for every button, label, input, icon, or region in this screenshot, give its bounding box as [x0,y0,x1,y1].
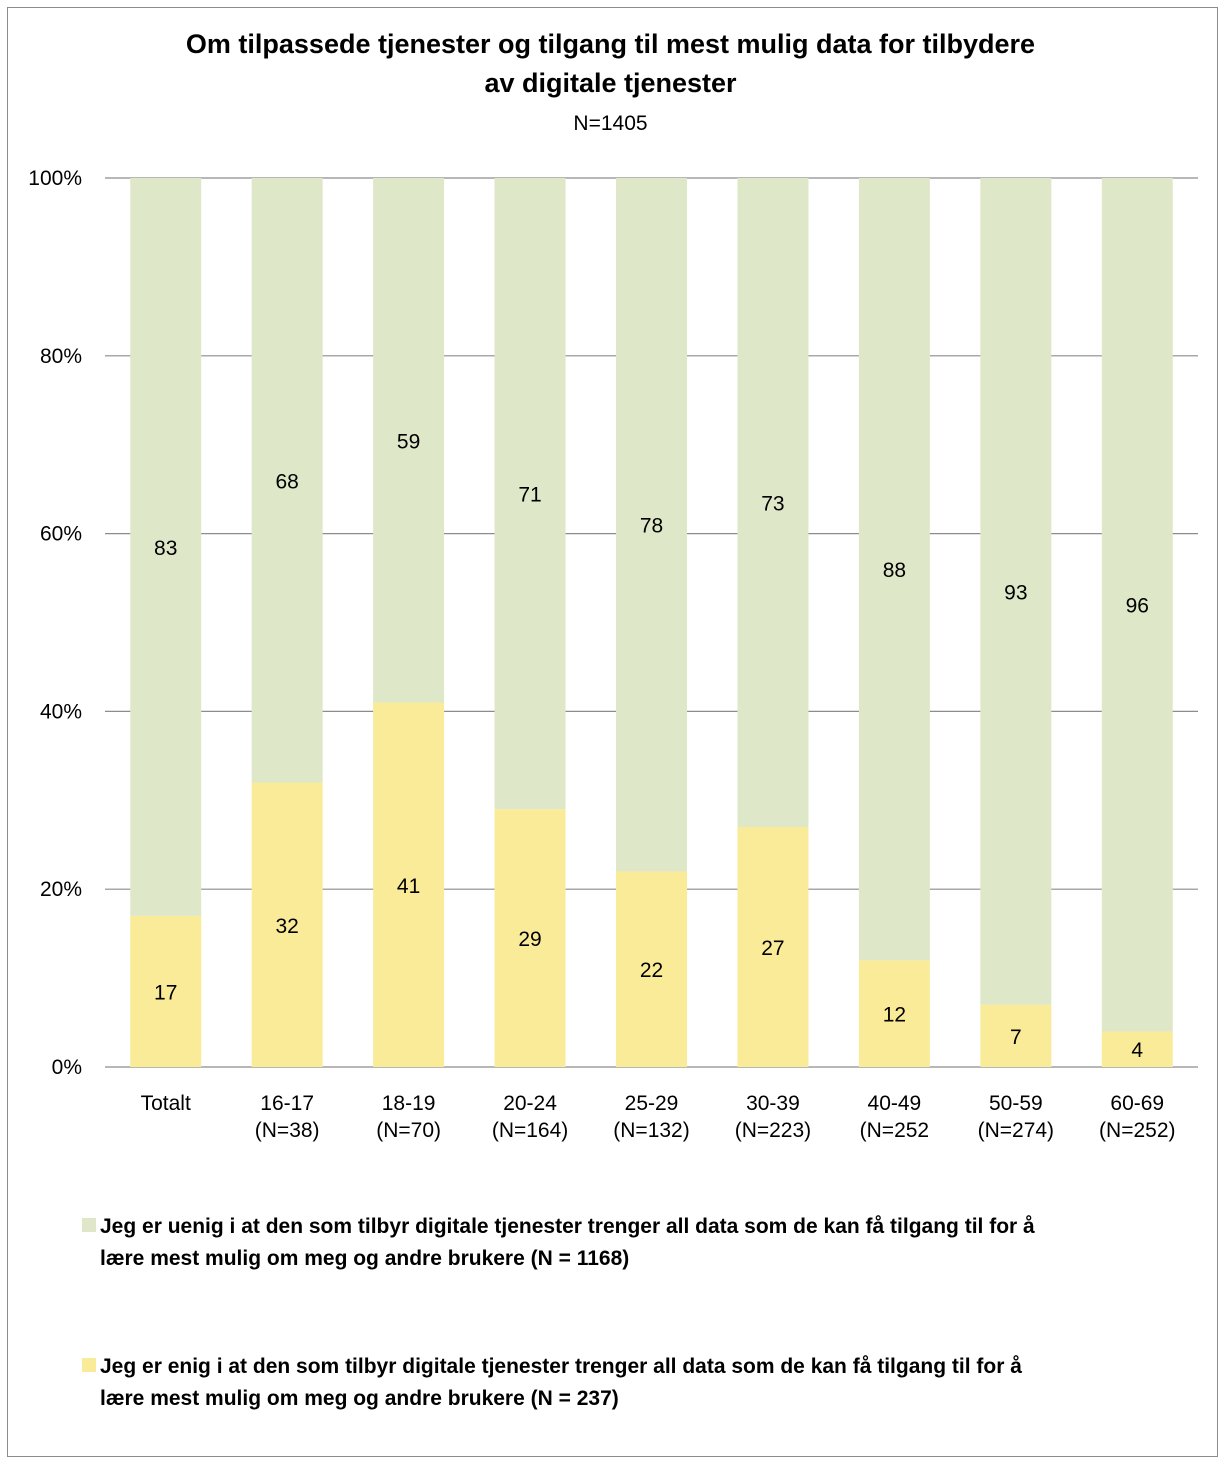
bar-segment-uenig [130,178,202,916]
bar-segment-enig [130,915,202,1067]
data-label-enig: 17 [154,981,177,1004]
legend-label-uenig-line-1: Jeg er uenig i at den som tilbyr digital… [100,1215,1035,1238]
bar-segment-uenig [980,178,1052,1005]
x-tick-label: (N=164) [492,1119,568,1142]
x-tick-label: (N=252 [860,1119,929,1142]
x-tick-label: 18-19 [382,1092,436,1115]
x-tick-label: 30-39 [746,1092,800,1115]
data-label-uenig: 59 [397,430,420,453]
x-tick-label: 50-59 [989,1092,1043,1115]
data-label-enig: 41 [397,875,420,898]
data-label-enig: 22 [640,959,663,982]
data-label-enig: 7 [1010,1026,1022,1049]
legend-swatch-enig [82,1358,96,1372]
chart-title-line-2: av digitale tjenester [484,68,737,98]
bar-segment-uenig [251,178,323,783]
y-tick-label: 20% [40,878,82,901]
x-tick-label: (N=223) [735,1119,811,1142]
bar-segment-enig [858,960,930,1067]
x-tick-label: (N=274) [978,1119,1054,1142]
bar-segment-enig [737,826,809,1067]
x-tick-label: (N=252) [1099,1119,1175,1142]
data-label-uenig: 96 [1126,595,1149,618]
bar-segment-enig [616,871,687,1067]
chart-subtitle: N=1405 [573,112,648,135]
bar-segment-uenig [858,178,930,961]
y-tick-label: 80% [40,345,82,368]
legend-label-enig-line-1: Jeg er enig i at den som tilbyr digitale… [100,1355,1022,1378]
x-tick-label: (N=38) [255,1119,320,1142]
x-tick-label: (N=70) [376,1119,441,1142]
bar-segment-enig [251,782,323,1067]
bar-segment-enig [980,1004,1052,1067]
chart-title-line-1: Om tilpassede tjenester og tilgang til m… [185,29,1036,59]
y-tick-label: 60% [40,523,82,546]
legend-label-uenig-line-2: lære mest mulig om meg og andre brukere … [100,1247,630,1270]
x-tick-label: 20-24 [503,1092,557,1115]
data-label-enig: 12 [883,1004,906,1027]
data-label-uenig: 73 [761,492,784,515]
bar-segment-uenig [494,178,566,810]
x-tick-label: Totalt [141,1092,191,1115]
y-tick-label: 40% [40,700,82,723]
y-tick-label: 0% [52,1056,82,1079]
data-label-enig: 29 [518,928,541,951]
bar-segment-enig [494,809,566,1067]
bar-segment-uenig [373,178,445,703]
x-tick-label: 16-17 [260,1092,314,1115]
x-tick-label: 60-69 [1110,1092,1164,1115]
bar-segment-uenig [737,178,809,827]
y-tick-label: 100% [28,167,82,190]
data-label-uenig: 93 [1004,581,1027,604]
bar-segment-uenig [616,178,687,872]
data-label-enig: 27 [761,937,784,960]
x-tick-label: 25-29 [625,1092,679,1115]
data-label-enig: 4 [1131,1039,1143,1062]
x-tick-label: 40-49 [868,1092,922,1115]
data-label-enig: 32 [275,915,298,938]
data-label-uenig: 71 [518,484,541,507]
stacked-bar-chart: 0% 20% 40% 60% 80% 100% 17 83 Totalt 32 68 16-17 (N=… [28,167,1198,1142]
data-label-uenig: 88 [883,559,906,582]
bar-segment-uenig [1101,178,1173,1032]
x-tick-label: (N=132) [613,1119,689,1142]
data-label-uenig: 68 [275,470,298,493]
bar-segment-enig [373,702,445,1067]
data-label-uenig: 83 [154,537,177,560]
legend-label-enig-line-2: lære mest mulig om meg og andre brukere … [100,1387,619,1410]
data-label-uenig: 78 [640,515,663,538]
legend-swatch-uenig [82,1218,96,1232]
bar-segment-enig [1101,1031,1173,1067]
